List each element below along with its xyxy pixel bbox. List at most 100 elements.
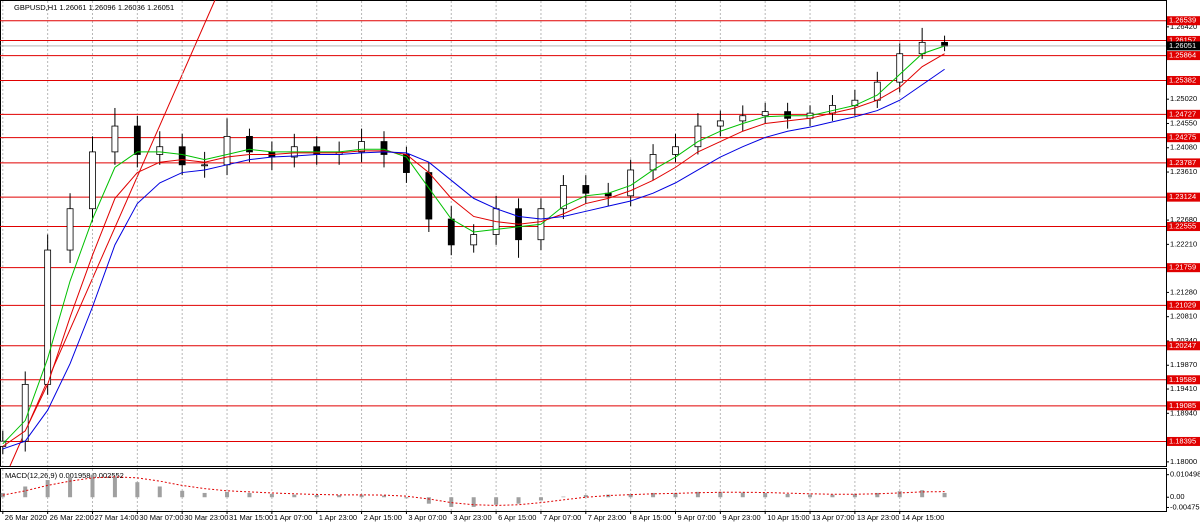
histogram-bar [494,497,499,505]
histogram-bar [673,492,678,498]
level-label-box [1167,300,1200,310]
candle-body [896,53,904,83]
x-tick-label: 31 Mar 15:00 [229,513,273,522]
current-price-box [1167,41,1200,51]
candle-body [739,115,747,122]
histogram-bar [68,476,73,498]
x-tick-label: 30 Mar 07:00 [139,513,183,522]
candle-body [201,164,209,167]
histogram-bar [651,492,656,498]
indicator-panel-frame [0,468,1167,512]
histogram-bar [785,494,790,498]
level-label: 1.19589 [1169,375,1196,384]
level-label-box [1167,341,1200,351]
x-tick-label: 1 Apr 07:00 [274,513,312,522]
candle-body [66,208,74,251]
moving-average [2,68,945,450]
y-tick-label: 1.24080 [1170,143,1197,152]
histogram-bar [561,496,566,498]
x-tick-label: 30 Mar 23:00 [184,513,228,522]
histogram-bar [135,482,140,498]
level-label: 1.20247 [1169,341,1196,350]
candle-body [627,169,635,197]
histogram-bar [23,486,28,498]
level-label-box [1167,51,1200,61]
histogram-bar [449,497,454,507]
level-label: 1.21029 [1169,300,1196,309]
level-label-box [1167,192,1200,202]
level-label: 1.18395 [1169,436,1196,445]
level-label-box [1167,75,1200,85]
candle-body [178,146,186,166]
y-tick-label: 1.23610 [1170,167,1197,176]
histogram-bar [897,491,902,498]
candle-body [89,151,96,210]
y-tick-label: 1.21280 [1170,287,1197,296]
level-label: 1.26157 [1169,35,1196,44]
candle-body [829,104,836,114]
x-tick-label: 10 Apr 15:00 [767,513,810,522]
level-label-box [1167,401,1200,411]
x-tick-label: 27 Mar 14:00 [94,513,138,522]
histogram-bar [942,492,947,498]
x-tick-label: 7 Apr 23:00 [588,513,626,522]
level-label-box [1167,133,1200,143]
histogram-bar [426,497,431,504]
candle-body [761,111,769,117]
candle-body [223,135,231,166]
candle-body [918,41,926,55]
y-tick-label: 1.18940 [1170,408,1197,417]
histogram-bar [695,491,700,498]
histogram-bar [202,492,207,498]
histogram-bar [830,494,835,498]
y-tick-label: 1.18000 [1170,457,1197,466]
main-panel-frame [0,0,1167,467]
histogram-bar [359,494,364,498]
candle-body [111,125,119,153]
candle-body [559,185,567,210]
y-tick-label: 1.24550 [1170,118,1197,127]
histogram-bar [718,491,723,498]
x-tick-label: 9 Apr 23:00 [722,513,760,522]
y-tick-label: 0.00 [1170,492,1185,501]
x-tick-label: 13 Apr 07:00 [812,513,855,522]
level-label-box [1167,436,1200,446]
level-label: 1.26539 [1169,16,1196,25]
x-tick-label: 7 Apr 07:00 [543,513,581,522]
y-tick-label: 1.22680 [1170,215,1197,224]
candle-body [672,146,679,155]
histogram-bar [157,486,162,498]
candle-body [941,41,948,47]
histogram-bar [180,490,185,498]
candle-body [470,234,478,246]
histogram-bar [247,492,252,498]
histogram-bar [875,492,880,498]
level-label: 1.25864 [1169,51,1196,60]
x-tick-label: 9 Apr 07:00 [677,513,715,522]
x-tick-label: 13 Apr 23:00 [857,513,900,522]
level-label: 1.23787 [1169,158,1196,167]
histogram-bar [516,497,521,504]
histogram-bar [740,492,745,498]
histogram-bar [112,476,117,498]
level-label-box [1167,158,1200,168]
moving-average [2,53,945,447]
histogram-bar [404,497,409,499]
x-tick-label: 14 Apr 15:00 [902,513,945,522]
x-tick-label: 8 Apr 15:00 [633,513,671,522]
current-price-label: 1.26051 [1169,41,1196,50]
y-tick-label: 1.26420 [1170,22,1197,31]
histogram-bar [852,494,857,498]
level-label: 1.24275 [1169,133,1196,142]
trend-line [9,0,216,467]
candle-body [694,125,702,148]
histogram-bar [763,492,768,498]
histogram-bar [337,495,342,498]
y-tick-label: -0.004758 [1170,502,1200,511]
candle-body [156,146,164,155]
y-tick-label: 1.19870 [1170,360,1197,369]
candle-body [246,135,253,153]
histogram-bar [314,495,319,498]
histogram-bar [583,495,588,498]
